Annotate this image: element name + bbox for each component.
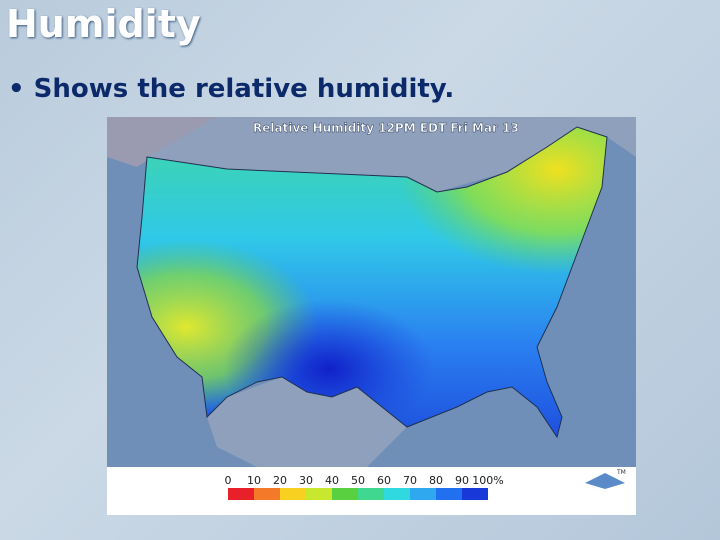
legend-label: 40 [325, 474, 339, 487]
legend-label: 20 [273, 474, 287, 487]
color-swatch [358, 488, 384, 500]
humidity-field [137, 127, 607, 437]
legend-label: 30 [299, 474, 313, 487]
color-swatch [254, 488, 280, 500]
color-swatch [306, 488, 332, 500]
bullet-text: Shows the relative humidity. [33, 74, 455, 104]
legend-label: 10 [247, 474, 261, 487]
color-swatch [462, 488, 488, 500]
legend-label: 70 [403, 474, 417, 487]
legend-label: 90 [455, 474, 469, 487]
color-swatch [332, 488, 358, 500]
legend-label: 80 [429, 474, 443, 487]
us-outline [136, 126, 608, 439]
legend-label: 100% [472, 474, 503, 487]
color-swatch [410, 488, 436, 500]
logo [585, 473, 625, 489]
slide-title: Humidity [6, 2, 201, 46]
humidity-map: Relative Humidity 12PM EDT Fri Mar 13 0 1… [107, 117, 636, 515]
canada-land [107, 117, 217, 167]
legend-label: 0 [225, 474, 232, 487]
color-swatch [384, 488, 410, 500]
color-legend: 0 10 20 30 40 50 60 70 80 90 100% [225, 474, 504, 500]
color-swatch [436, 488, 462, 500]
map-title: Relative Humidity 12PM EDT Fri Mar 13 [253, 121, 519, 135]
legend-label: 60 [377, 474, 391, 487]
color-swatch [280, 488, 306, 500]
mexico-land [207, 377, 407, 467]
legend-label: 50 [351, 474, 365, 487]
logo-mark: TM [616, 469, 626, 476]
bullet: • Shows the relative humidity. [8, 74, 455, 104]
color-swatch [228, 488, 254, 500]
